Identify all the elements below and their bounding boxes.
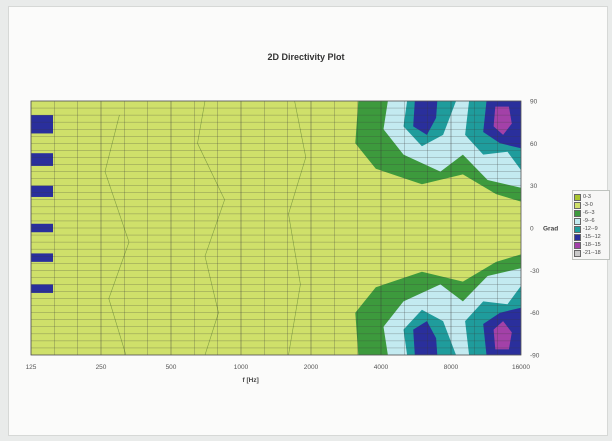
legend-label: -12--9 bbox=[583, 226, 598, 232]
region-band-3 bbox=[31, 185, 53, 197]
legend-item: -18--15 bbox=[574, 241, 608, 249]
region-band-1 bbox=[31, 115, 53, 134]
x-tick-label: 125 bbox=[26, 364, 37, 371]
legend-swatch bbox=[574, 201, 581, 209]
y-tick-label: 60 bbox=[530, 141, 538, 148]
x-axis-label: f [Hz] bbox=[243, 377, 259, 384]
legend-swatch bbox=[574, 209, 581, 217]
x-tick-label: 2000 bbox=[304, 364, 319, 371]
x-tick-label: 16000 bbox=[512, 364, 530, 371]
legend-label: -21--18 bbox=[583, 250, 601, 256]
x-tick-label: 8000 bbox=[444, 364, 459, 371]
legend-label: 0-3 bbox=[583, 194, 591, 200]
x-tick-label: 500 bbox=[166, 364, 177, 371]
legend-swatch bbox=[574, 241, 581, 249]
legend-swatch bbox=[574, 193, 581, 201]
y-tick-label: -30 bbox=[530, 268, 540, 275]
legend-label: -18--15 bbox=[583, 242, 601, 248]
plot-frame bbox=[30, 100, 522, 356]
legend-item: 0-3 bbox=[574, 193, 608, 201]
region-lobe-18-15-lower bbox=[493, 321, 512, 350]
legend-item: -15--12 bbox=[574, 233, 608, 241]
legend-item: -3-0 bbox=[574, 201, 608, 209]
x-tick-label: 1000 bbox=[234, 364, 249, 371]
y-tick-label: -60 bbox=[530, 310, 540, 317]
legend-item: -6--3 bbox=[574, 209, 608, 217]
legend-swatch bbox=[574, 217, 581, 225]
y-tick-label: 0 bbox=[530, 226, 534, 233]
legend-label: -9--6 bbox=[583, 218, 595, 224]
legend-swatch bbox=[574, 225, 581, 233]
legend-item: -12--9 bbox=[574, 225, 608, 233]
legend-swatch bbox=[574, 249, 581, 257]
x-tick-label: 4000 bbox=[374, 364, 389, 371]
legend-item: -9--6 bbox=[574, 217, 608, 225]
legend-item: -21--18 bbox=[574, 249, 608, 257]
y-tick-label: 90 bbox=[530, 99, 538, 106]
region-band-5 bbox=[31, 253, 53, 262]
region-lobe-18-15-upper bbox=[493, 106, 512, 135]
legend-swatch bbox=[574, 233, 581, 241]
x-tick-label: 250 bbox=[96, 364, 107, 371]
y-tick-label: -90 bbox=[530, 353, 540, 360]
legend-label: -3-0 bbox=[583, 202, 593, 208]
legend-label: -6--3 bbox=[583, 210, 595, 216]
y-axis-label: Grad bbox=[543, 226, 558, 233]
region-lobe-15-12-a-lower bbox=[413, 321, 438, 355]
y-tick-label: 30 bbox=[530, 183, 538, 190]
chart-title: 2D Directivity Plot bbox=[267, 52, 345, 62]
legend-label: -15--12 bbox=[583, 234, 601, 240]
region-lobe-15-12-a-upper bbox=[413, 101, 438, 135]
legend: 0-3 -3-0 -6--3 -9--6 -12--9 -15--12 -18--15 -21… bbox=[572, 190, 610, 260]
region-band-6 bbox=[31, 284, 53, 293]
region-band-2 bbox=[31, 153, 53, 166]
